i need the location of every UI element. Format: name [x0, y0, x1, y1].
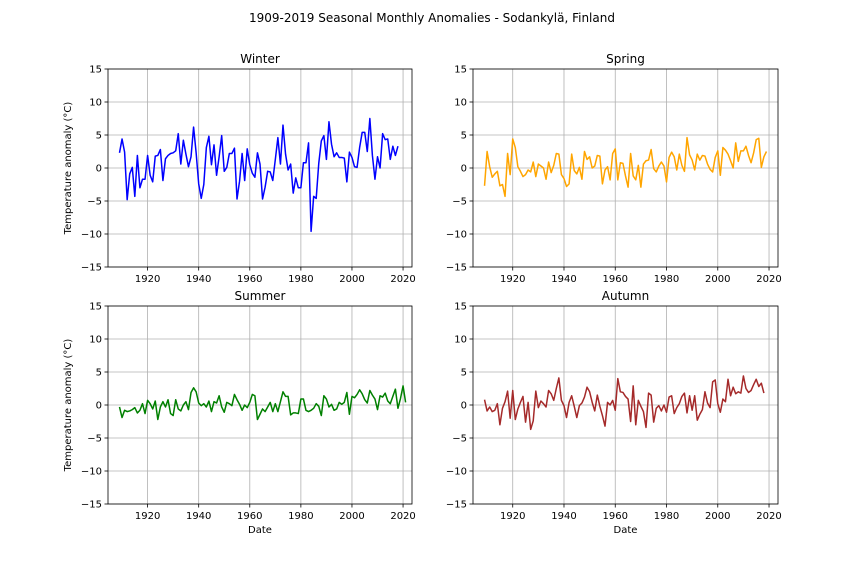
summer-xtick-label: 1920 [135, 511, 160, 522]
winter-ytick-label: −15 [81, 263, 102, 274]
winter-ytick-label: −10 [81, 230, 102, 241]
winter-ytick-label: −5 [87, 197, 102, 208]
spring-xtick-label: 1920 [500, 274, 525, 285]
winter-xtick-label: 1960 [237, 274, 262, 285]
autumn-ytick-label: −10 [446, 467, 467, 478]
summer-xlabel: Date [248, 525, 272, 536]
spring-ytick-label: −10 [446, 230, 467, 241]
winter-xtick-label: 1940 [186, 274, 211, 285]
spring-xtick-label: 2020 [756, 274, 781, 285]
spring-title: Spring [606, 52, 645, 66]
autumn-xtick-label: 1960 [603, 511, 628, 522]
summer-ytick-label: −15 [81, 500, 102, 511]
spring-xtick-label: 1940 [551, 274, 576, 285]
summer-xtick-label: 2020 [390, 511, 415, 522]
winter-xtick-label: 1980 [288, 274, 313, 285]
autumn-ytick-label: 15 [454, 302, 467, 313]
spring-xtick-label: 1980 [654, 274, 679, 285]
autumn-xtick-label: 2020 [756, 511, 781, 522]
winter-ytick-label: 10 [89, 98, 102, 109]
summer-ytick-label: 5 [96, 368, 102, 379]
summer-series-line [118, 385, 407, 421]
winter-xtick-label: 1920 [135, 274, 160, 285]
winter-panel: 1920 1940 1960 1980 2000 2020 −15 −10 −5 0 5 10 15 Wi… [63, 52, 416, 285]
summer-ytick-label: −5 [87, 434, 102, 445]
winter-series-line [118, 117, 399, 233]
spring-panel: 1920 1940 1960 1980 2000 2020 −15 −10 −5 0 5 10 15 Sp… [446, 52, 782, 285]
winter-ytick-label: 0 [96, 164, 102, 175]
autumn-ytick-label: 5 [461, 368, 467, 379]
autumn-ytick-label: −15 [446, 500, 467, 511]
autumn-title: Autumn [602, 289, 649, 303]
autumn-ytick-label: 10 [454, 335, 467, 346]
winter-xtick-label: 2000 [339, 274, 364, 285]
autumn-xtick-label: 1940 [551, 511, 576, 522]
spring-ytick-label: 15 [454, 65, 467, 76]
winter-ytick-label: 15 [89, 65, 102, 76]
summer-xtick-label: 1960 [237, 511, 262, 522]
summer-panel: 1920 1940 1960 1980 2000 2020 −15 −10 −5 0 5 10 15 Su… [63, 289, 416, 536]
summer-ytick-label: 10 [89, 335, 102, 346]
summer-ytick-label: −10 [81, 467, 102, 478]
summer-xtick-label: 2000 [339, 511, 364, 522]
spring-series-line [483, 136, 768, 198]
autumn-xlabel: Date [614, 525, 638, 536]
autumn-ytick-label: −5 [452, 434, 467, 445]
autumn-xtick-label: 2000 [705, 511, 730, 522]
summer-xtick-label: 1980 [288, 511, 313, 522]
autumn-series-line [483, 375, 765, 431]
summer-title: Summer [235, 289, 286, 303]
spring-ytick-label: 5 [461, 131, 467, 142]
winter-title: Winter [240, 52, 280, 66]
summer-xtick-label: 1940 [186, 511, 211, 522]
spring-xtick-label: 2000 [705, 274, 730, 285]
spring-ytick-label: 10 [454, 98, 467, 109]
summer-ytick-label: 15 [89, 302, 102, 313]
spring-ytick-label: −15 [446, 263, 467, 274]
spring-ytick-label: −5 [452, 197, 467, 208]
summer-ylabel: Temperature anomaly (°C) [63, 339, 74, 473]
winter-ylabel: Temperature anomaly (°C) [63, 102, 74, 236]
figure-suptitle: 1909-2019 Seasonal Monthly Anomalies - S… [249, 11, 615, 25]
autumn-xtick-label: 1920 [500, 511, 525, 522]
spring-ytick-label: 0 [461, 164, 467, 175]
winter-xtick-label: 2020 [390, 274, 415, 285]
autumn-xtick-label: 1980 [654, 511, 679, 522]
winter-ytick-label: 5 [96, 131, 102, 142]
spring-xtick-label: 1960 [603, 274, 628, 285]
autumn-panel: 1920 1940 1960 1980 2000 2020 −15 −10 −5 0 5 10 15 Au… [446, 289, 782, 536]
summer-ytick-label: 0 [96, 401, 102, 412]
autumn-ytick-label: 0 [461, 401, 467, 412]
